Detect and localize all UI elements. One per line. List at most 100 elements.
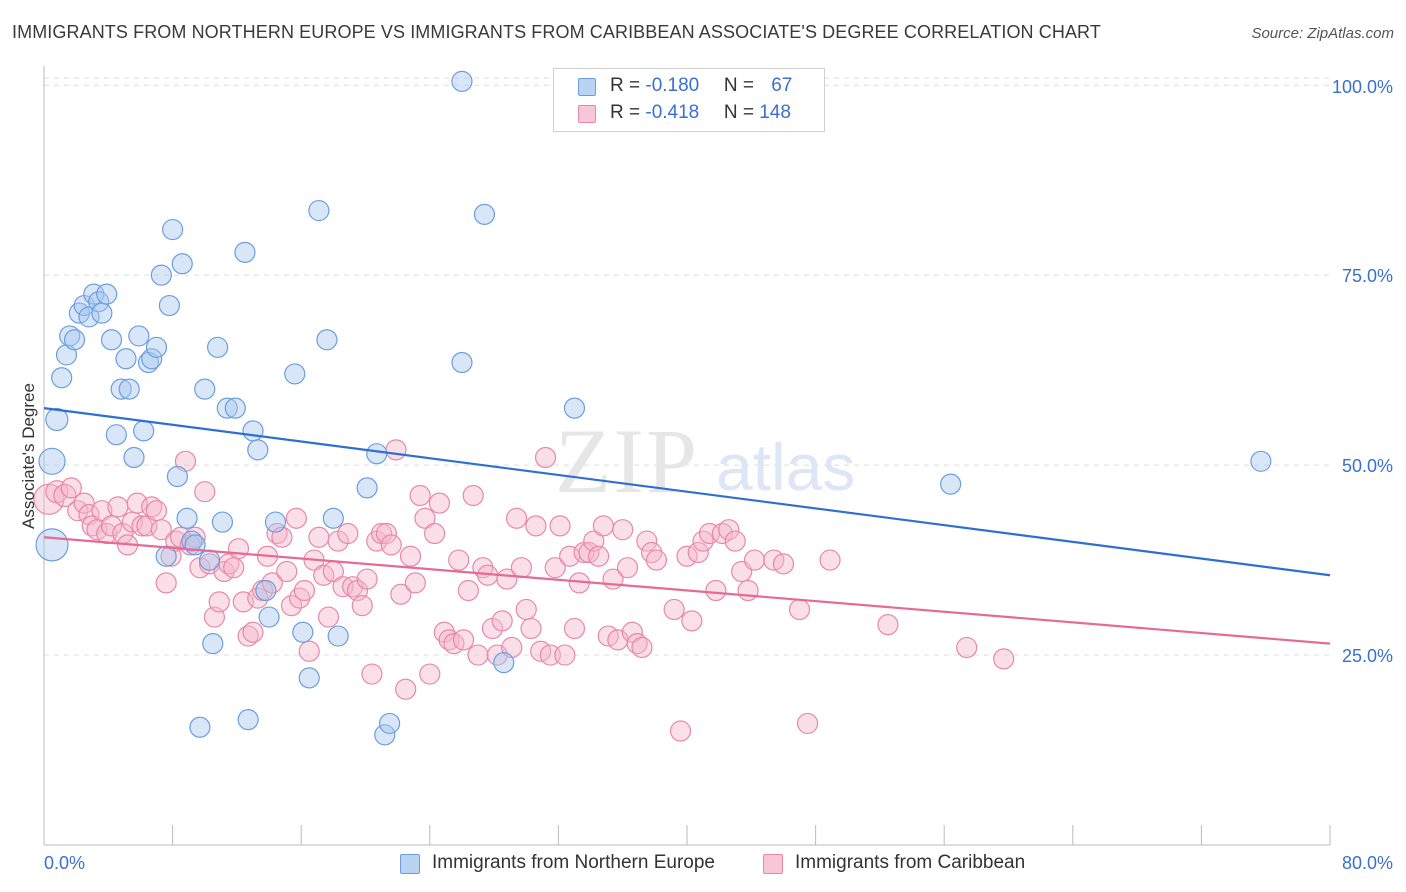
northern-europe-point: [298, 667, 320, 689]
caribbean-point: [375, 522, 397, 545]
y-tick-label: 100.0%: [1332, 77, 1393, 97]
northern-europe-point: [141, 348, 163, 370]
caribbean-point: [877, 614, 899, 636]
stats-legend: R = -0.180 N = 67 R = -0.418 N = 148: [553, 68, 825, 132]
northern-europe-point: [473, 203, 496, 225]
northern-europe-point: [110, 378, 132, 400]
watermark-atlas: atlas: [716, 430, 855, 504]
legend-r-value: -0.180: [645, 75, 700, 96]
legend-n-label: N =: [723, 75, 760, 96]
northern-europe-point: [451, 351, 473, 374]
northern-europe-point: [158, 294, 180, 317]
caribbean-point: [587, 545, 610, 567]
caribbean-point: [452, 629, 475, 651]
caribbean-point: [676, 545, 698, 567]
caribbean-point: [448, 549, 470, 571]
northern-europe-point: [322, 507, 344, 529]
caribbean-point: [298, 640, 320, 662]
northern-europe-point: [451, 70, 473, 92]
caribbean-point: [510, 557, 533, 579]
caribbean-point: [404, 572, 426, 594]
caribbean-point: [737, 579, 759, 602]
caribbean-point: [621, 621, 643, 643]
northern-europe-point: [35, 528, 69, 562]
caribbean-point: [409, 484, 431, 507]
northern-europe-point: [327, 625, 349, 647]
caribbean-point: [223, 557, 245, 579]
caribbean-point: [539, 644, 561, 666]
bottom-legend-label: Immigrants from Northern Europe: [432, 852, 715, 873]
caribbean-point: [462, 484, 484, 507]
northern-europe-point: [194, 378, 216, 400]
northern-europe-point: [123, 446, 145, 469]
caribbean-point: [724, 530, 746, 552]
legend-swatch-pink: [578, 105, 596, 123]
northern-europe-point: [316, 329, 338, 351]
northern-europe-point: [308, 199, 330, 222]
northern-europe-point: [224, 397, 246, 419]
northern-europe-point: [374, 724, 396, 746]
northern-europe-point: [255, 579, 277, 602]
x-tick-label: 0.0%: [44, 853, 85, 873]
northern-europe-point: [258, 606, 280, 628]
caribbean-point: [351, 595, 373, 617]
northern-europe-point: [100, 329, 123, 351]
caribbean-point: [549, 515, 571, 537]
northern-europe-point: [38, 447, 66, 475]
x-tick-label: 80.0%: [1342, 853, 1393, 873]
legend-stats: R = -0.180 N = 67: [610, 75, 792, 97]
caribbean-point: [631, 636, 653, 659]
northern-europe-point: [155, 545, 177, 567]
caribbean-point: [227, 538, 250, 560]
legend-n-label: N =: [723, 102, 760, 123]
northern-europe-point: [63, 329, 86, 351]
caribbean-point: [285, 507, 307, 529]
tick-labels: 25.0% 50.0% 75.0% 100.0% 0.0% 80.0%: [44, 77, 1393, 873]
northern-europe-point: [202, 633, 224, 655]
northern-europe-point: [96, 283, 118, 305]
northern-europe-point: [184, 534, 206, 556]
northern-europe-point: [211, 511, 234, 533]
bottom-legend-swatch-blue: [400, 854, 420, 874]
northern-europe-point: [145, 336, 168, 358]
northern-europe-point: [356, 477, 378, 499]
northern-europe-point: [171, 253, 193, 275]
caribbean-point: [993, 648, 1015, 670]
northern-europe-point: [198, 549, 221, 571]
caribbean-point: [681, 610, 703, 632]
northern-europe-series: [35, 70, 1272, 746]
legend-r-label: R =: [610, 75, 646, 96]
caribbean-point: [361, 663, 383, 685]
caribbean-point: [242, 621, 264, 643]
caribbean-point: [308, 526, 330, 548]
caribbean-point: [819, 549, 841, 571]
caribbean-point: [428, 492, 451, 514]
caribbean-point: [636, 530, 658, 552]
caribbean-point: [718, 519, 740, 541]
northern-europe-point: [237, 709, 259, 731]
legend-r-value: -0.418: [645, 102, 700, 123]
caribbean-point: [399, 545, 422, 567]
caribbean-point: [669, 720, 692, 742]
caribbean-point: [544, 557, 566, 579]
northern-europe-point: [234, 241, 256, 263]
northern-europe-point: [242, 420, 264, 442]
northern-europe-point: [91, 302, 113, 324]
caribbean-point: [687, 541, 709, 564]
caribbean-point: [145, 500, 168, 522]
caribbean-point: [100, 515, 123, 537]
watermark: ZIP atlas: [555, 410, 855, 512]
caribbean-point: [467, 644, 489, 666]
bottom-legend-label: Immigrants from Caribbean: [795, 852, 1026, 873]
y-tick-label: 75.0%: [1342, 266, 1393, 286]
caribbean-point: [525, 515, 547, 537]
caribbean-point: [663, 598, 685, 621]
caribbean-point: [457, 579, 479, 602]
caribbean-point: [592, 515, 615, 537]
caribbean-point: [194, 481, 216, 503]
northern-europe-point: [284, 363, 306, 385]
caribbean-point: [796, 712, 819, 735]
caribbean-point: [280, 595, 303, 617]
northern-europe-point: [162, 218, 184, 241]
caribbean-point: [337, 522, 359, 545]
